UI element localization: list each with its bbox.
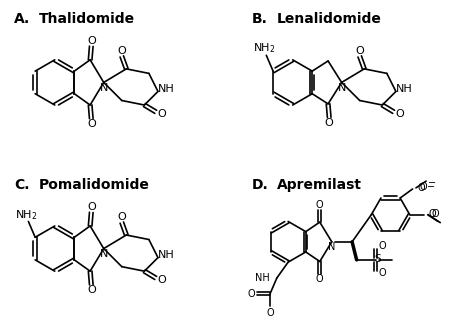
Text: O: O [395,109,404,119]
Text: O: O [118,46,126,56]
Text: D.: D. [252,178,269,193]
Text: O: O [356,46,364,56]
Text: NH: NH [395,84,412,94]
Text: N: N [100,249,109,259]
Text: NH: NH [157,84,174,94]
Text: O: O [429,209,437,218]
Text: O: O [379,241,386,251]
Text: NH$_2$: NH$_2$ [253,42,275,55]
Text: NH$_2$: NH$_2$ [15,208,37,221]
Text: O: O [87,36,96,46]
Text: NH: NH [157,250,174,260]
Text: Thalidomide: Thalidomide [39,12,135,26]
Text: O: O [316,274,324,284]
Text: O$-$: O$-$ [419,180,436,192]
Text: O: O [118,212,126,222]
Text: N: N [328,242,336,252]
Text: O: O [431,209,439,218]
Text: N: N [100,83,109,93]
Text: Lenalidomide: Lenalidomide [277,12,382,26]
Text: B.: B. [252,12,268,26]
Text: C.: C. [14,178,29,193]
Text: O: O [417,183,425,193]
Text: O: O [87,285,96,295]
Text: O: O [379,268,386,278]
Text: S: S [374,254,381,264]
Text: O: O [266,307,274,317]
Text: O: O [316,200,324,210]
Text: A.: A. [14,12,30,26]
Text: O: O [87,202,96,212]
Text: N: N [338,83,346,93]
Text: O: O [247,289,255,299]
Text: O: O [157,109,166,119]
Text: O: O [157,275,166,285]
Text: Pomalidomide: Pomalidomide [39,178,150,193]
Text: $-$: $-$ [427,176,437,186]
Text: O: O [325,118,334,128]
Text: O: O [87,119,96,129]
Text: Apremilast: Apremilast [277,178,362,193]
Text: NH: NH [255,273,270,283]
